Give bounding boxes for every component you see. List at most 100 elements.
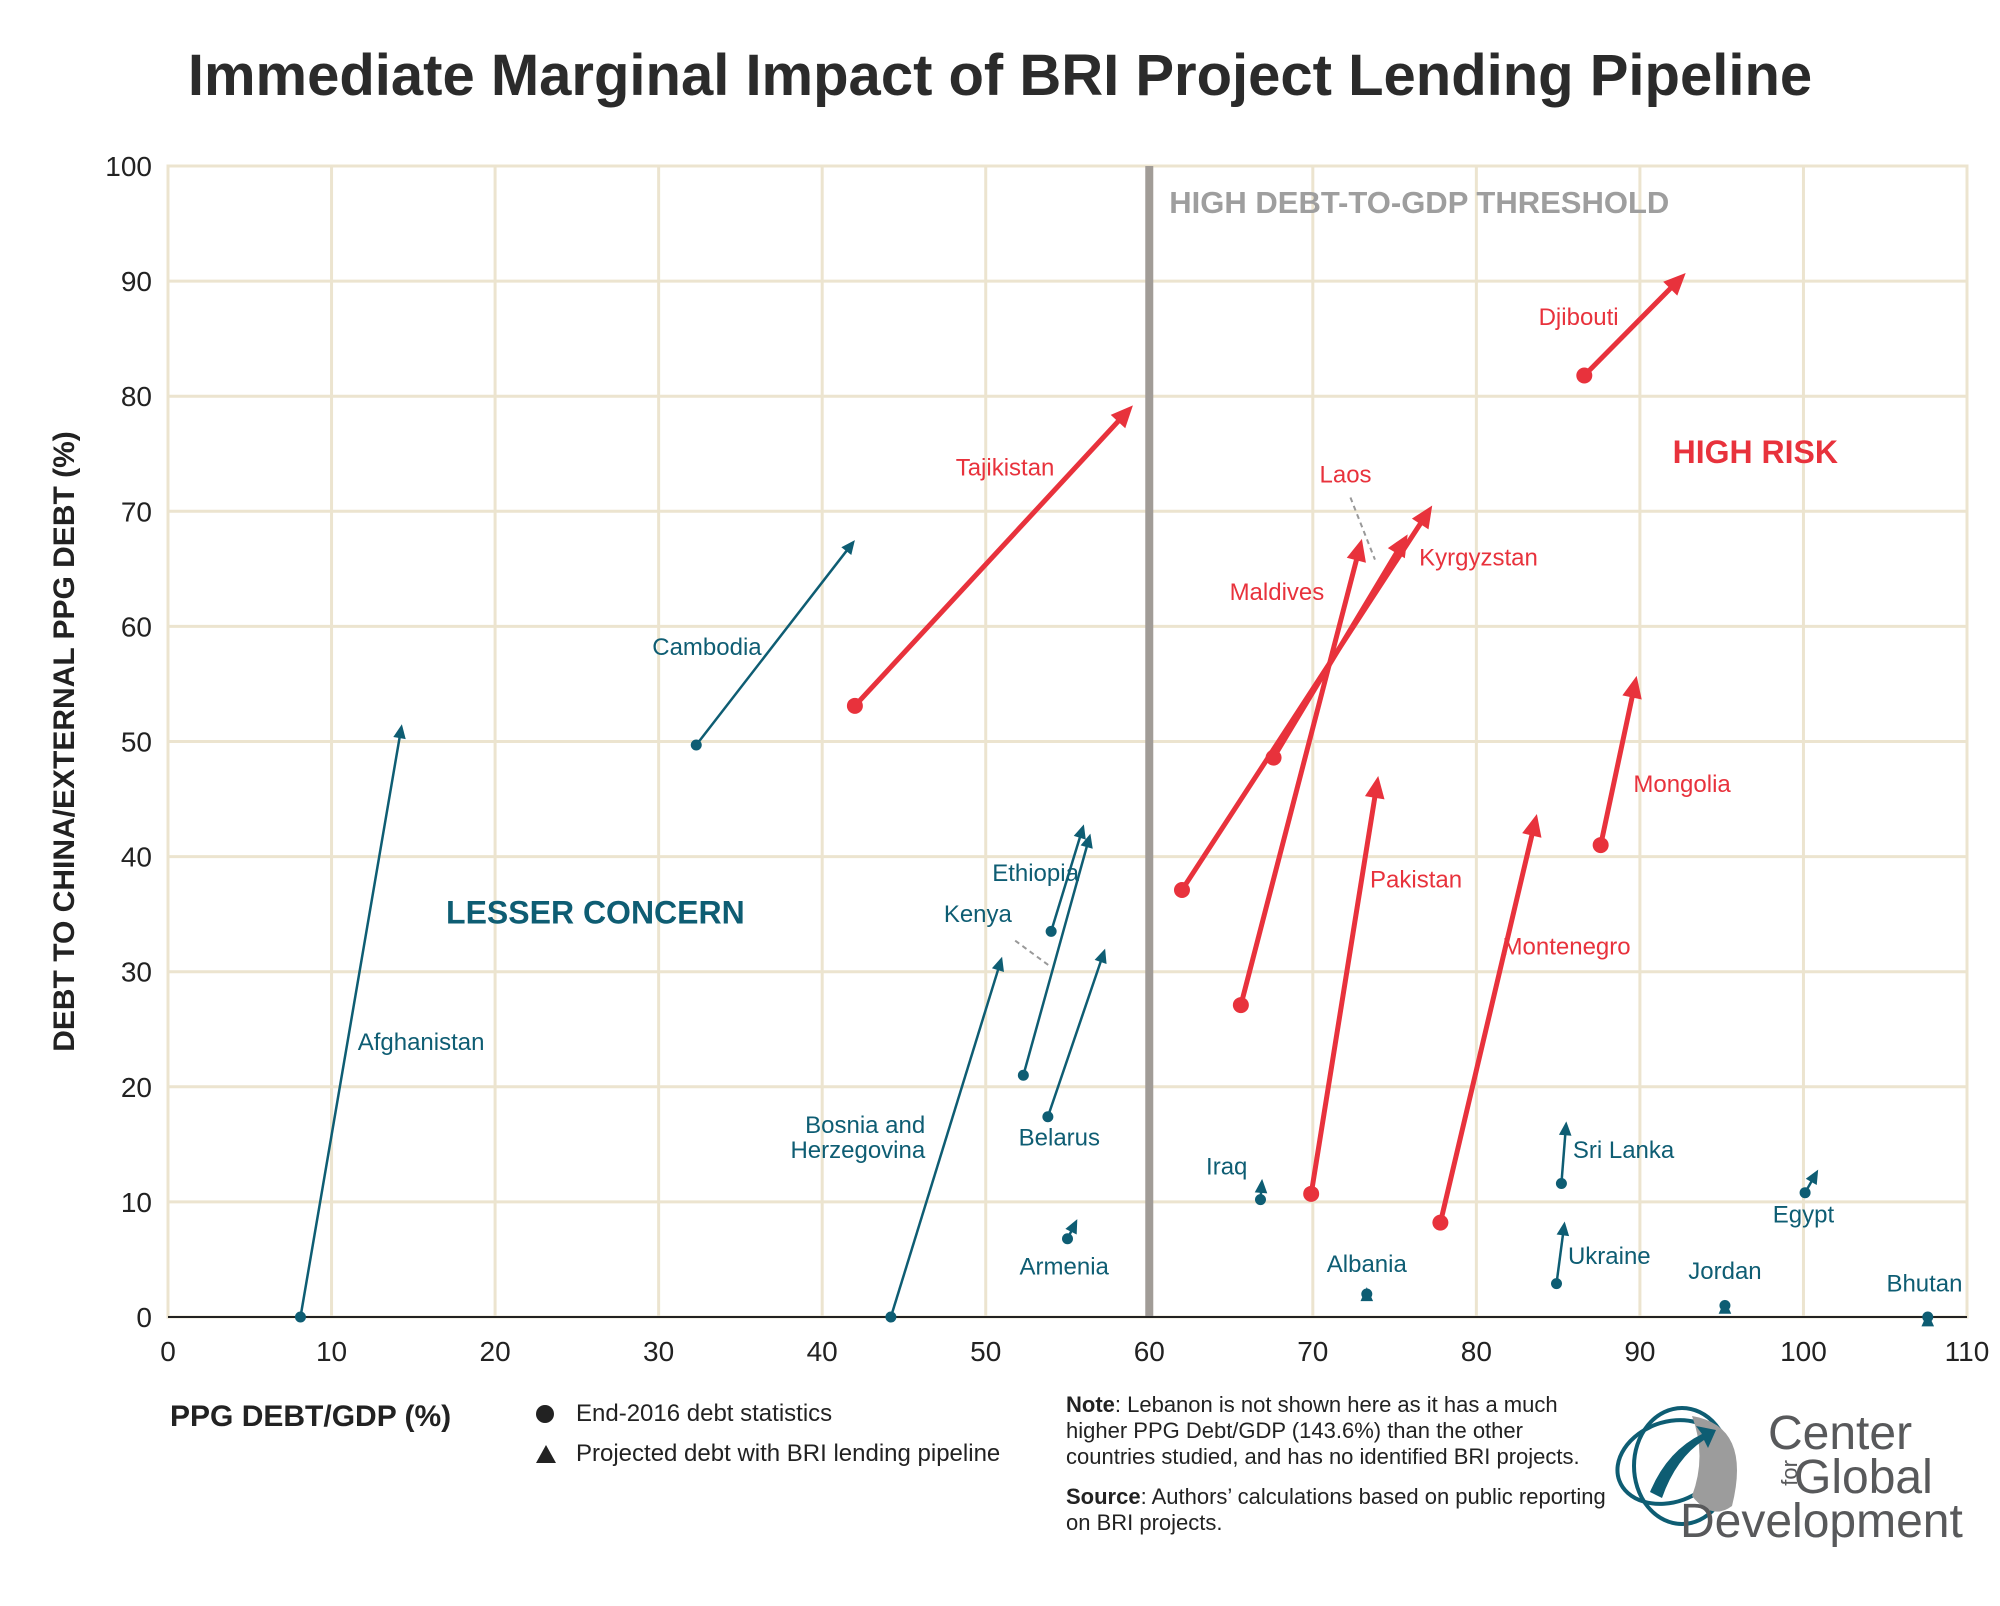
end-2016-marker [1017,1069,1029,1081]
country-label-djibouti: Djibouti [1539,304,1619,331]
logo-line-development: Development [1680,1495,1963,1548]
arrow-bhutan [1921,1311,1935,1327]
y-tick-label: 40 [121,842,152,873]
legend-triangle-label: Projected debt with BRI lending pipeline [576,1440,1001,1467]
region-label-high-risk: HIGH RISK [1673,434,1838,470]
cgd-logo-text: Center for Global Development [1680,1407,1963,1546]
projected-debt-marker [991,956,1004,972]
arrow-shaft [1555,1232,1565,1284]
triangle-marker-icon [536,1445,576,1463]
y-tick-label: 10 [121,1187,152,1218]
y-tick-label: 0 [136,1302,152,1333]
arrow-kenya [1017,833,1093,1081]
country-label-armenia: Armenia [1020,1253,1110,1280]
country-label-bosnia-and-herzegovina: Bosnia and [805,1112,925,1139]
arrow-armenia [1062,1219,1078,1245]
arrow-ukraine [1551,1221,1570,1290]
projected-debt-marker [1556,1221,1570,1237]
note-label: Note [1066,1392,1115,1417]
country-label-ethiopia: Ethiopia [992,860,1079,887]
arrow-bosnia-and-herzegovina [885,956,1004,1323]
end-2016-marker [1042,1111,1054,1123]
arrow-shaft [1022,844,1089,1076]
end-2016-marker [1592,837,1609,854]
arrow-montenegro [1432,814,1542,1231]
end-2016-marker [1551,1278,1563,1290]
end-2016-marker [885,1311,897,1323]
country-label-ukraine: Ukraine [1568,1243,1651,1270]
region-label-lesser-concern: LESSER CONCERN [446,894,745,930]
arrow-iraq [1254,1178,1268,1206]
end-2016-marker [1232,997,1249,1014]
x-tick-label: 100 [1780,1336,1827,1367]
x-axis-title: PPG DEBT/GDP (%) [170,1400,451,1433]
y-tick-label: 30 [121,957,152,988]
note-text: : Lebanon is not shown here as it has a … [1066,1392,1580,1469]
country-label-bosnia-and-herzegovina: Herzegovina [790,1137,925,1164]
arrow-shaft [1560,1132,1567,1184]
arrow-sri-lanka [1555,1121,1572,1189]
arrow-djibouti [1576,273,1686,384]
country-label-albania: Albania [1327,1251,1408,1278]
projected-debt-marker [1663,273,1686,296]
kenya-leader-line [1014,939,1052,968]
cgd-logo-icon [1615,1406,1737,1526]
projected-debt-marker [1346,538,1366,563]
x-tick-label: 70 [1297,1336,1328,1367]
y-tick-label: 70 [121,496,152,527]
projected-debt-marker [1094,948,1107,964]
arrow-shaft [1437,830,1536,1224]
country-label-belarus: Belarus [1019,1125,1100,1152]
circle-marker-icon [536,1405,576,1423]
end-2016-marker [1062,1233,1073,1245]
projected-debt-marker [1065,1219,1078,1235]
end-2016-marker [1576,367,1593,384]
logo-line-global: Global [1794,1451,1933,1504]
projected-debt-marker [1073,824,1086,840]
end-2016-marker [1555,1177,1567,1189]
logo-for: for [1777,1460,1802,1486]
arrow-shaft [1271,548,1401,759]
arrow-afghanistan [294,724,406,1323]
projected-debt-marker [1805,1169,1819,1185]
x-tick-label: 60 [1134,1336,1165,1367]
arrow-tajikistan [846,405,1133,714]
chart-title: Immediate Marginal Impact of BRI Project… [187,43,1813,108]
end-2016-marker [1922,1311,1934,1323]
country-label-afghanistan: Afghanistan [358,1029,485,1056]
end-2016-marker [1173,881,1190,898]
threshold-label: HIGH DEBT-TO-GDP THRESHOLD [1169,185,1669,220]
note-paragraph: Note: Lebanon is not shown here as it ha… [1066,1392,1606,1470]
end-2016-marker [1432,1214,1449,1231]
arrow-albania [1360,1287,1374,1302]
arrow-egypt [1799,1169,1819,1199]
country-label-maldives: Maldives [1230,579,1325,606]
legend-item-triangle: Projected debt with BRI lending pipeline [536,1434,1000,1474]
arrow-shaft [1049,834,1082,932]
projected-debt-marker [1080,833,1093,849]
arrow-shaft [853,416,1123,708]
x-tick-label: 0 [160,1336,176,1367]
country-label-kyrgyzstan: Kyrgyzstan [1419,544,1538,571]
projected-debt-marker [1110,405,1133,429]
country-label-pakistan: Pakistan [1370,867,1462,894]
arrow-shaft [695,548,850,746]
projected-debt-marker [1522,814,1542,838]
arrow-shaft [299,735,402,1318]
end-2016-marker [846,697,863,714]
country-label-montenegro: Montenegro [1503,933,1631,960]
source-text: : Authors’ calculations based on public … [1066,1484,1606,1535]
y-tick-label: 50 [121,727,152,758]
x-tick-label: 30 [643,1336,674,1367]
projected-debt-marker [1622,675,1642,700]
legend: End-2016 debt statistics Projected debt … [536,1394,1000,1474]
country-label-egypt: Egypt [1773,1202,1835,1229]
logo-line-center: Center [1768,1407,1913,1460]
x-tick-label: 90 [1624,1336,1655,1367]
country-label-sri-lanka: Sri Lanka [1573,1137,1675,1164]
x-tick-label: 80 [1461,1336,1492,1367]
x-tick-label: 50 [970,1336,1001,1367]
legend-circle-label: End-2016 debt statistics [576,1400,833,1427]
end-2016-marker [1303,1185,1320,1202]
